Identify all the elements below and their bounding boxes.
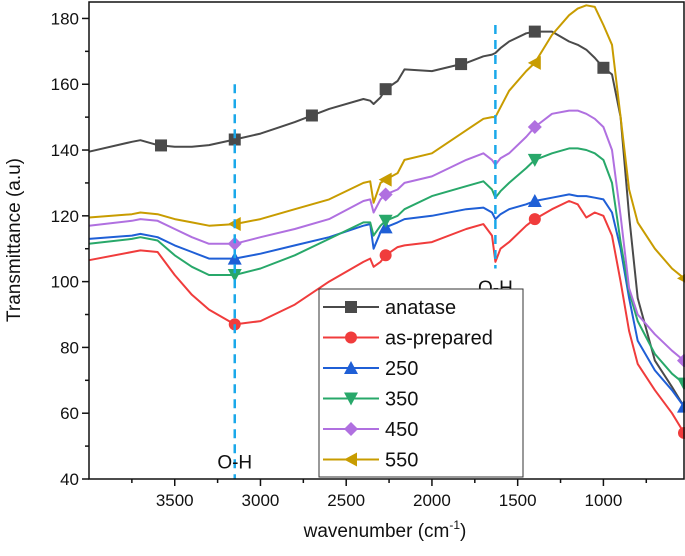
y-axis-label: Transmittance (a.u) xyxy=(4,158,25,322)
x-tick-label: 3000 xyxy=(242,491,280,510)
y-tick-label: 60 xyxy=(60,404,79,423)
y-tick-label: 40 xyxy=(60,470,79,489)
data-point-anatase xyxy=(155,139,168,152)
y-tick-label: 80 xyxy=(60,338,79,357)
legend-marker-as-prepared xyxy=(345,331,357,344)
data-point-as-prepared xyxy=(379,249,392,262)
data-point-550 xyxy=(378,172,392,187)
data-point-450 xyxy=(677,353,685,368)
data-point-350 xyxy=(378,214,393,228)
y-tick-label: 100 xyxy=(51,273,79,292)
data-point-450 xyxy=(378,187,393,202)
legend-label-250: 250 xyxy=(385,358,418,380)
x-tick-label: 1500 xyxy=(499,491,537,510)
legend-marker-350 xyxy=(344,392,358,406)
legend-label-as-prepared: as-prepared xyxy=(385,328,493,350)
legend: anatase as-prepared 250 350 450 550 xyxy=(318,288,524,478)
data-point-550 xyxy=(677,274,685,283)
data-point-450 xyxy=(227,236,242,251)
legend-marker-450 xyxy=(344,422,358,436)
data-point-350 xyxy=(677,377,685,391)
series-line-550 xyxy=(88,4,685,280)
series-line-250 xyxy=(88,193,685,408)
plot-frame xyxy=(88,1,685,480)
x-tick-label: 2000 xyxy=(413,491,451,510)
y-tick-label: 160 xyxy=(51,75,79,94)
x-axis-label: wavenumber (cm-1) xyxy=(303,518,467,542)
series-line-as-prepared xyxy=(88,200,685,434)
data-point-anatase xyxy=(455,58,468,71)
data-point-250 xyxy=(677,399,685,413)
annotation-label: O-H xyxy=(217,453,252,474)
data-point-350 xyxy=(227,269,242,283)
y-tick-label: 120 xyxy=(51,207,79,226)
series-line-450 xyxy=(88,109,685,362)
legend-marker-550 xyxy=(344,452,357,467)
legend-marker-250 xyxy=(344,361,358,374)
data-point-450 xyxy=(527,120,542,135)
data-point-anatase xyxy=(597,61,610,74)
x-tick-label: 3500 xyxy=(156,491,194,510)
data-point-anatase xyxy=(528,25,541,38)
data-point-anatase xyxy=(379,83,392,96)
x-axis: 3500 3000 2500 2000 1500 1000 xyxy=(131,479,648,510)
data-point-550 xyxy=(527,55,541,70)
data-point-anatase xyxy=(305,109,318,122)
x-tick-label: 1000 xyxy=(584,491,622,510)
data-point-350 xyxy=(527,153,542,167)
data-point-anatase xyxy=(228,133,241,146)
series-line-350 xyxy=(88,147,685,385)
legend-label-450: 450 xyxy=(385,419,418,441)
y-tick-label: 140 xyxy=(51,141,79,160)
legend-label-550: 550 xyxy=(385,450,418,472)
data-point-as-prepared xyxy=(528,213,541,226)
legend-label-350: 350 xyxy=(385,389,418,411)
y-axis: 40 60 80 100 120 140 160 180 xyxy=(51,9,89,489)
x-tick-label: 2500 xyxy=(327,491,365,510)
data-point-250 xyxy=(527,194,542,208)
legend-marker-anatase xyxy=(345,301,357,313)
y-tick-label: 180 xyxy=(51,9,79,28)
legend-box xyxy=(318,288,524,478)
legend-label-anatase: anatase xyxy=(385,297,456,319)
series-markers xyxy=(155,25,685,439)
